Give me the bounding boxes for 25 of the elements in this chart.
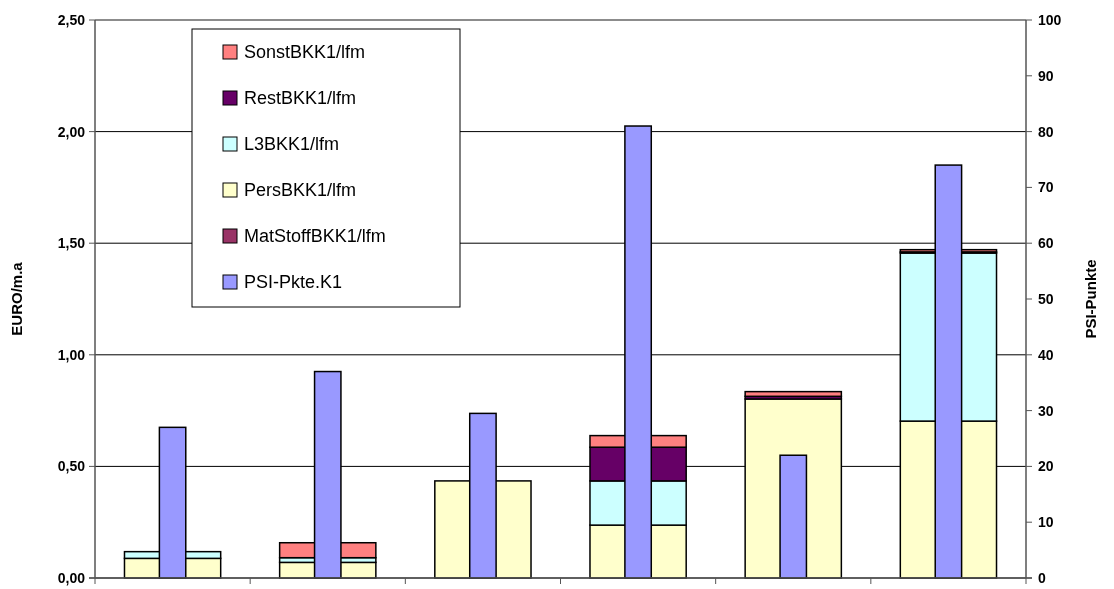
y-tick-label: 0,50 (57, 458, 86, 475)
legend-label: PersBKK1/lfm (244, 180, 357, 201)
y2-tick-label: 80 (1038, 123, 1054, 140)
y2-tick-label: 20 (1038, 458, 1054, 475)
y2-tick-label: 100 (1038, 11, 1062, 28)
y2-tick-label: 70 (1038, 179, 1054, 196)
legend-label: RestBKK1/lfm (244, 88, 357, 109)
y2-tick-label: 60 (1038, 235, 1054, 252)
y-axis-title: EURO/m.a (8, 261, 25, 336)
y2-axis-title: PSI-Punkte (1082, 259, 1099, 339)
y2-tick-label: 50 (1038, 290, 1054, 307)
y2-tick-label: 30 (1038, 402, 1054, 419)
legend-label: SonstBKK1/lfm (244, 42, 366, 63)
y-tick-label: 2,50 (57, 11, 86, 28)
y-tick-label: 1,00 (57, 346, 86, 363)
legend-label: MatStoffBKK1/lfm (244, 226, 386, 247)
y-tick-label: 0,00 (57, 569, 86, 586)
legend-label: PSI-Pkte.K1 (244, 272, 343, 293)
y2-tick-label: 40 (1038, 346, 1054, 363)
y-tick-label: 1,50 (57, 235, 86, 252)
y2-tick-label: 90 (1038, 67, 1054, 84)
legend-label: L3BKK1/lfm (244, 134, 340, 155)
y2-tick-label: 10 (1038, 514, 1054, 531)
y-tick-label: 2,00 (57, 123, 86, 140)
y2-tick-label: 0 (1038, 569, 1046, 586)
